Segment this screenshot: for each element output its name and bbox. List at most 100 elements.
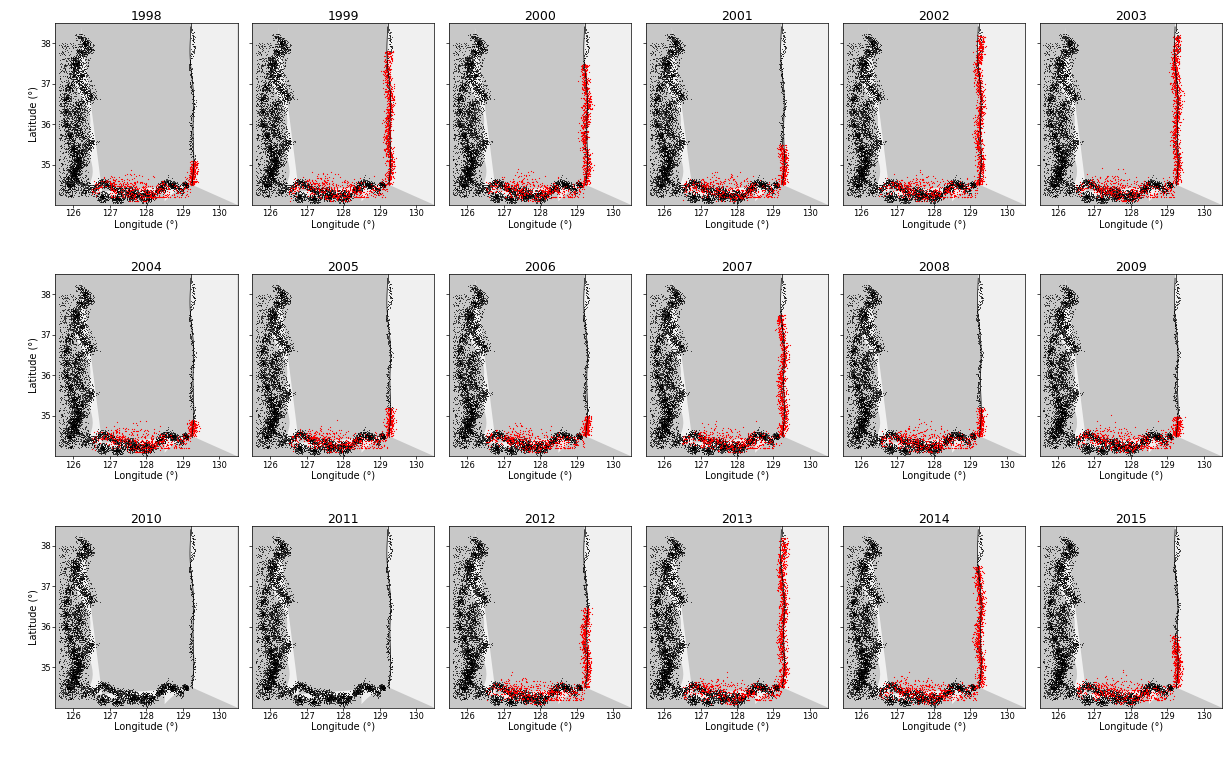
Point	[128, 686, 147, 699]
Point	[68, 368, 87, 380]
Point	[513, 438, 533, 450]
Point	[651, 167, 670, 180]
Point	[124, 439, 144, 451]
Point	[852, 119, 872, 131]
Point	[497, 435, 517, 447]
Point	[66, 604, 86, 616]
Point	[573, 79, 593, 91]
Point	[136, 438, 156, 451]
Point	[663, 429, 683, 441]
Point	[64, 418, 84, 430]
Point	[640, 396, 659, 408]
Point	[1065, 594, 1084, 606]
Point	[1059, 50, 1078, 62]
Point	[465, 32, 485, 44]
Point	[265, 663, 285, 675]
Point	[489, 430, 508, 442]
Point	[265, 79, 285, 91]
Point	[1049, 170, 1068, 183]
Point	[64, 336, 84, 349]
Point	[1059, 572, 1078, 584]
Point	[1138, 681, 1158, 693]
Point	[857, 572, 877, 584]
Point	[462, 309, 481, 321]
Point	[1051, 613, 1071, 626]
Point	[98, 431, 118, 444]
Point	[258, 108, 278, 120]
Point	[1046, 382, 1066, 394]
Point	[858, 30, 878, 43]
Point	[68, 376, 87, 388]
Point	[1066, 386, 1086, 398]
Point	[569, 429, 588, 441]
Point	[271, 43, 291, 55]
Point	[666, 333, 685, 345]
Point	[1110, 186, 1130, 198]
Point	[268, 362, 287, 374]
Point	[478, 430, 497, 442]
Point	[846, 639, 866, 651]
Point	[61, 126, 81, 138]
Point	[663, 634, 683, 646]
Point	[922, 690, 942, 702]
Point	[680, 428, 700, 440]
Point	[65, 61, 85, 73]
Point	[63, 607, 82, 619]
Point	[868, 684, 888, 696]
Point	[866, 559, 885, 572]
Point	[69, 321, 88, 333]
Point	[128, 441, 147, 453]
Point	[928, 696, 948, 708]
Point	[863, 291, 883, 304]
Point	[558, 433, 577, 445]
Point	[65, 664, 85, 677]
Point	[300, 180, 319, 192]
Point	[656, 119, 675, 131]
Point	[495, 682, 515, 694]
Point	[962, 680, 981, 693]
Point	[852, 431, 872, 443]
Point	[65, 680, 85, 693]
Point	[259, 419, 279, 431]
Point	[72, 583, 92, 595]
Point	[1043, 631, 1062, 643]
Point	[659, 421, 679, 433]
Point	[1125, 699, 1144, 711]
Point	[457, 179, 476, 191]
Point	[251, 345, 270, 357]
Point	[855, 399, 874, 411]
Point	[171, 434, 190, 446]
Point	[750, 430, 770, 442]
Point	[464, 533, 484, 545]
Point	[928, 441, 948, 454]
Point	[657, 417, 677, 429]
Point	[465, 80, 485, 92]
Point	[275, 311, 295, 323]
Point	[725, 447, 744, 459]
Point	[971, 412, 991, 424]
Point	[61, 422, 81, 435]
Point	[1041, 584, 1061, 597]
Point	[142, 183, 162, 195]
Point	[923, 690, 943, 702]
Point	[454, 684, 474, 696]
Point	[855, 651, 874, 663]
Point	[1132, 184, 1152, 196]
Point	[858, 317, 878, 329]
Point	[494, 179, 513, 191]
Point	[562, 685, 582, 697]
Point	[108, 193, 128, 205]
Point	[648, 681, 668, 693]
Point	[258, 304, 278, 316]
Point	[950, 431, 970, 443]
Point	[464, 144, 484, 156]
Point	[1110, 186, 1130, 199]
Point	[474, 85, 494, 97]
Point	[753, 428, 772, 441]
Point	[144, 445, 163, 457]
Point	[247, 88, 266, 100]
Point	[330, 693, 350, 705]
Point	[448, 173, 468, 185]
Point	[135, 691, 155, 703]
Point	[140, 437, 160, 449]
